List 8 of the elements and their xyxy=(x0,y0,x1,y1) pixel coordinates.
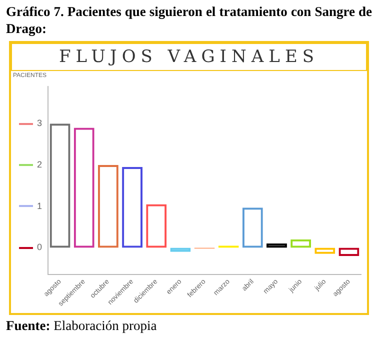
y-tick-label: 1 xyxy=(36,200,42,211)
y-tick-label: 0 xyxy=(36,242,42,252)
bar xyxy=(266,244,287,248)
y-tick-label: 2 xyxy=(36,159,42,170)
source-note: Fuente: Elaboración propia xyxy=(6,318,157,334)
chart-title: FLUJOS VAGINALES xyxy=(11,43,367,71)
y-tick-label: 3 xyxy=(36,118,42,128)
text: Gráfico 7. Pacientes que siguieron el tratamiento con Sangre de Drago: xyxy=(6,3,372,37)
